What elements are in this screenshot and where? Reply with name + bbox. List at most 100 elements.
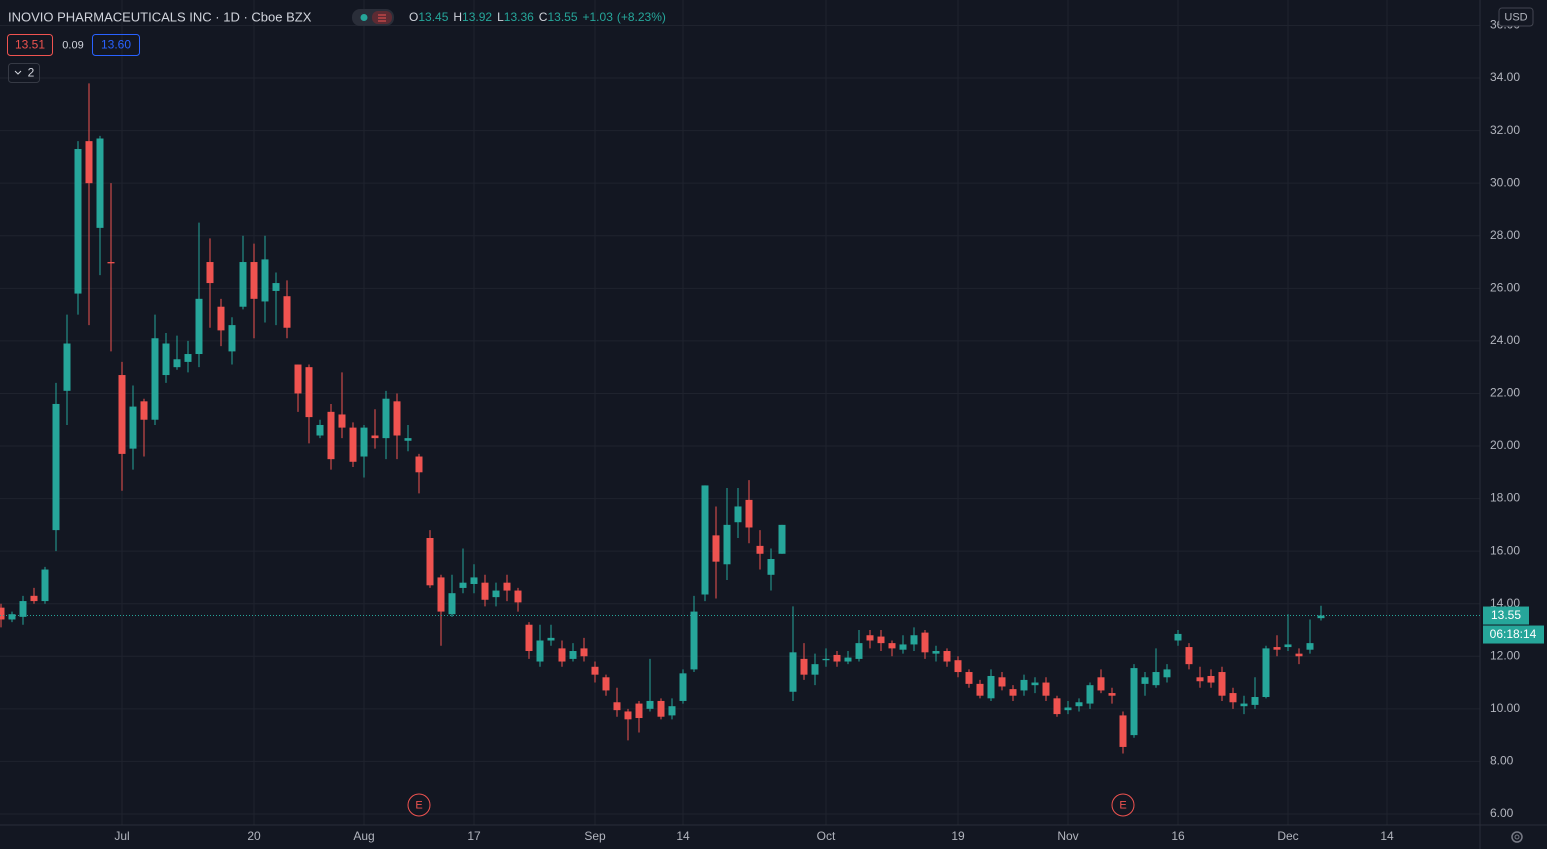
candle-body — [943, 651, 951, 662]
candle-body — [52, 403, 60, 531]
candle-body — [987, 675, 995, 699]
candle-body — [107, 262, 115, 264]
candle-body — [877, 636, 885, 644]
candle-body — [1295, 653, 1303, 657]
candle-body — [338, 414, 346, 428]
candle-body — [1262, 648, 1270, 698]
candle-body — [734, 506, 742, 523]
countdown: 06:18:14 — [1490, 627, 1537, 641]
bid-box[interactable] — [7, 34, 53, 56]
candle-body — [459, 582, 467, 588]
candle-body — [910, 635, 918, 645]
candle-body — [1086, 685, 1094, 704]
ohlc-part: L — [497, 10, 504, 24]
y-tick-label: 10.00 — [1490, 701, 1520, 715]
candle-body — [1273, 647, 1281, 650]
candle-body — [1152, 672, 1160, 686]
ohlc-part: +1.03 — [583, 10, 614, 24]
candle-body — [41, 569, 49, 602]
ohlc-part: 13.55 — [547, 10, 577, 24]
candle-body — [382, 398, 390, 439]
indicator-toggle[interactable] — [8, 63, 40, 83]
candle-body — [965, 672, 973, 684]
candle-body — [492, 590, 500, 598]
candle-body — [118, 375, 126, 454]
candle-body — [0, 607, 5, 620]
x-tick-label: 16 — [1171, 829, 1185, 843]
currency: USD — [1504, 11, 1527, 23]
y-tick-label: 32.00 — [1490, 123, 1520, 137]
candle-body — [470, 577, 478, 584]
settings-icon-core — [1514, 834, 1520, 840]
candle-body — [261, 259, 269, 302]
ohlc-legend: O13.45 H13.92 L13.36 C13.55 +1.03 (+8.23%) — [409, 10, 666, 24]
candle-body — [888, 643, 896, 649]
candle-body — [19, 601, 27, 617]
candle-body — [1174, 633, 1182, 641]
candle-body — [327, 411, 335, 460]
candle-body — [690, 611, 698, 670]
candle-body — [1020, 679, 1028, 691]
currency-box[interactable] — [1498, 7, 1534, 27]
price-axis: 6.00 8.00 10.00 12.00 14.00 16.00 18.00 20.00 22… — [1490, 18, 1520, 820]
y-tick-label: 28.00 — [1490, 228, 1520, 242]
x-tick-label: 17 — [467, 829, 481, 843]
candle-body — [305, 367, 313, 418]
x-tick-label: Oct — [817, 829, 836, 843]
candle-body — [239, 262, 247, 307]
candle-body — [1284, 644, 1292, 648]
symbol-title: INOVIO PHARMACEUTICALS INC · 1D · Cboe B… — [8, 9, 312, 24]
chevron — [14, 70, 22, 75]
last-price-box — [1483, 606, 1529, 625]
x-tick-label: 20 — [247, 829, 261, 843]
candle-body — [96, 138, 104, 228]
candle-body — [602, 677, 610, 691]
candle-body — [954, 660, 962, 673]
candle-body — [503, 582, 511, 591]
candle-body — [1075, 702, 1083, 707]
candle-body — [1097, 677, 1105, 691]
ohlc-part: H — [453, 10, 462, 24]
ohlc-part: 13.92 — [462, 10, 492, 24]
x-tick-label: Nov — [1057, 829, 1078, 843]
candle-body — [800, 658, 808, 675]
candle-body — [844, 657, 852, 662]
y-tick-label: 26.00 — [1490, 280, 1520, 294]
candle-body — [745, 499, 753, 528]
y-tick-label: 24.00 — [1490, 333, 1520, 347]
candle-body — [1185, 647, 1193, 665]
candle-body — [30, 595, 38, 602]
candle-body — [173, 359, 181, 368]
candle-body — [657, 700, 665, 717]
candle-body — [228, 325, 236, 352]
y-tick-label: 14.00 — [1490, 596, 1520, 610]
candle-body — [85, 141, 93, 184]
candle-body — [1053, 698, 1061, 715]
y-tick-label: 6.00 — [1490, 806, 1514, 820]
x-tick-label: 14 — [676, 829, 690, 843]
candle-body — [1108, 693, 1116, 696]
candle-body — [1306, 643, 1314, 650]
candle-body — [514, 590, 522, 603]
candle-body — [1207, 675, 1215, 683]
ask-box[interactable] — [92, 34, 140, 56]
time-axis: Jul 20 Aug 17 Sep 14 Oct 19 Nov 16 Dec 14 — [114, 829, 1394, 843]
x-tick-label: Jul — [114, 829, 129, 843]
ohlc-part: (+8.23%) — [617, 10, 666, 24]
candle-body — [723, 524, 731, 565]
y-tick-label: 20.00 — [1490, 438, 1520, 452]
candle-body — [1042, 682, 1050, 696]
y-tick-label: 12.00 — [1490, 648, 1520, 662]
settings-icon[interactable] — [1511, 831, 1523, 843]
last-price-label: 13.55 — [1491, 608, 1521, 622]
candle-body — [74, 149, 82, 294]
candle-body — [558, 648, 566, 662]
candle-body — [283, 296, 291, 328]
candle-body — [140, 401, 148, 420]
candle-body — [316, 424, 324, 436]
candle-body — [1031, 682, 1039, 686]
candle-body — [921, 632, 929, 653]
candle-body — [613, 702, 621, 711]
x-tick-label: Dec — [1277, 829, 1298, 843]
